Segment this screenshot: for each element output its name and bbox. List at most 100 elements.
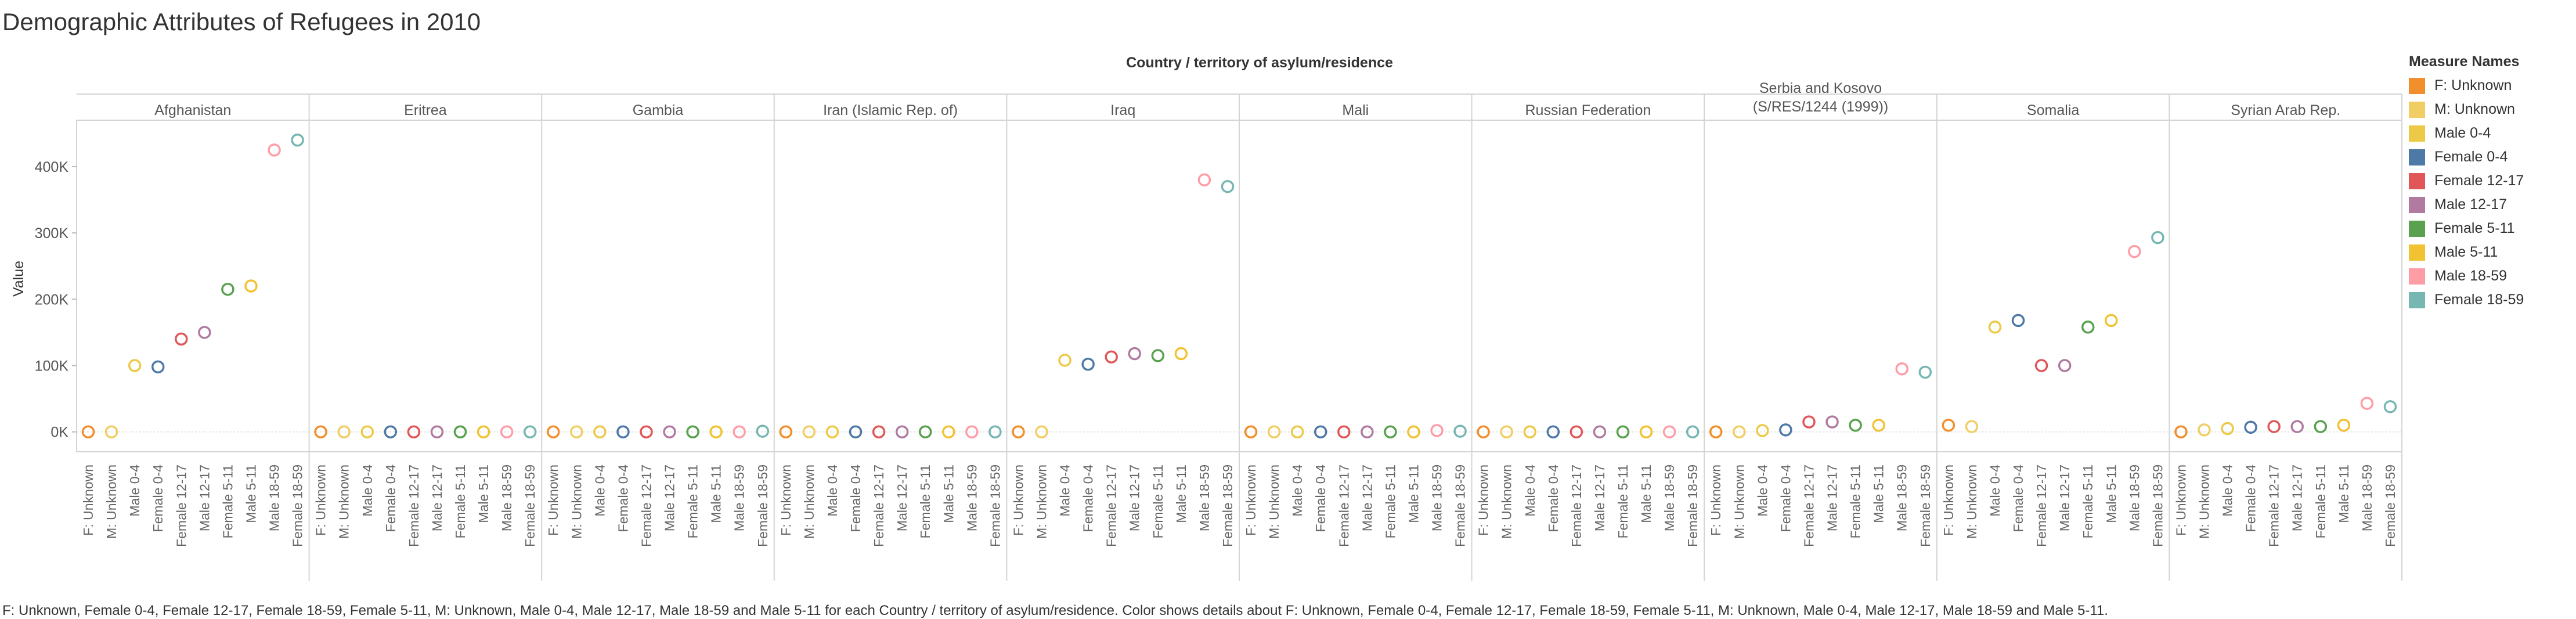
data-point[interactable] — [1662, 425, 1676, 438]
data-point[interactable] — [2314, 420, 2328, 433]
data-point[interactable] — [1616, 425, 1630, 438]
data-point[interactable] — [1012, 425, 1025, 438]
data-point[interactable] — [2151, 231, 2164, 244]
data-point[interactable] — [104, 425, 118, 438]
data-point[interactable] — [1314, 425, 1327, 438]
data-point[interactable] — [2244, 420, 2257, 434]
data-point[interactable] — [2337, 419, 2351, 432]
data-point[interactable] — [2174, 425, 2188, 438]
data-point[interactable] — [337, 425, 351, 438]
data-point[interactable] — [1290, 425, 1304, 438]
data-point[interactable] — [198, 326, 211, 339]
data-point[interactable] — [1081, 358, 1095, 371]
data-point[interactable] — [1035, 425, 1048, 438]
data-point[interactable] — [1523, 425, 1536, 438]
data-point[interactable] — [2267, 420, 2281, 433]
data-point[interactable] — [2081, 321, 2095, 334]
legend-item[interactable]: Female 5-11 — [2409, 217, 2571, 240]
data-point[interactable] — [2383, 400, 2397, 413]
data-point[interactable] — [1174, 347, 1188, 361]
data-point[interactable] — [1500, 425, 1513, 438]
legend-item[interactable]: Female 0-4 — [2409, 145, 2571, 169]
data-point[interactable] — [733, 425, 746, 438]
data-point[interactable] — [1733, 425, 1746, 438]
data-point[interactable] — [918, 425, 932, 438]
data-point[interactable] — [2198, 423, 2211, 437]
legend-item[interactable]: Male 12-17 — [2409, 193, 2571, 217]
data-point[interactable] — [1802, 415, 1816, 429]
data-point[interactable] — [1105, 350, 1118, 364]
data-point[interactable] — [407, 425, 421, 438]
data-point[interactable] — [1430, 424, 1444, 437]
data-point[interactable] — [2221, 422, 2234, 436]
data-point[interactable] — [1058, 354, 1071, 367]
data-point[interactable] — [686, 425, 699, 438]
data-point[interactable] — [593, 425, 607, 438]
data-point[interactable] — [1779, 423, 1792, 437]
data-point[interactable] — [2360, 397, 2374, 410]
legend-item[interactable]: Male 5-11 — [2409, 240, 2571, 264]
data-point[interactable] — [453, 425, 467, 438]
data-point[interactable] — [1686, 425, 1700, 438]
legend-item[interactable]: F: Unknown — [2409, 74, 2571, 98]
data-point[interactable] — [1384, 425, 1397, 438]
data-point[interactable] — [2105, 314, 2118, 328]
data-point[interactable] — [384, 425, 398, 438]
data-point[interactable] — [825, 425, 839, 438]
data-point[interactable] — [779, 425, 793, 438]
data-point[interactable] — [1221, 179, 1235, 193]
data-point[interactable] — [175, 332, 188, 346]
data-point[interactable] — [221, 282, 234, 296]
legend-item[interactable]: M: Unknown — [2409, 98, 2571, 121]
data-point[interactable] — [1570, 425, 1583, 438]
data-point[interactable] — [1546, 425, 1560, 438]
data-point[interactable] — [1267, 425, 1281, 438]
data-point[interactable] — [965, 425, 979, 438]
data-point[interactable] — [244, 279, 258, 293]
data-point[interactable] — [1361, 425, 1374, 438]
data-point[interactable] — [1151, 349, 1165, 362]
data-point[interactable] — [1337, 425, 1351, 438]
data-point[interactable] — [895, 425, 909, 438]
data-point[interactable] — [570, 425, 583, 438]
legend-item[interactable]: Female 12-17 — [2409, 169, 2571, 193]
data-point[interactable] — [523, 425, 537, 438]
legend-item[interactable]: Male 18-59 — [2409, 264, 2571, 288]
data-point[interactable] — [1197, 173, 1211, 187]
data-point[interactable] — [291, 134, 304, 147]
data-point[interactable] — [2128, 244, 2141, 258]
data-point[interactable] — [1756, 424, 1769, 437]
data-point[interactable] — [1988, 321, 2002, 334]
data-point[interactable] — [1407, 425, 1420, 438]
data-point[interactable] — [1453, 424, 1467, 438]
data-point[interactable] — [872, 425, 886, 438]
data-point[interactable] — [1477, 425, 1490, 438]
data-point[interactable] — [1593, 425, 1607, 438]
data-point[interactable] — [756, 424, 770, 438]
data-point[interactable] — [1825, 415, 1839, 429]
data-point[interactable] — [640, 425, 653, 438]
data-point[interactable] — [128, 359, 142, 372]
data-point[interactable] — [477, 425, 490, 438]
data-point[interactable] — [81, 425, 95, 438]
data-point[interactable] — [151, 360, 165, 374]
data-point[interactable] — [1942, 419, 1956, 432]
data-point[interactable] — [1709, 425, 1723, 438]
data-point[interactable] — [802, 425, 816, 438]
data-point[interactable] — [2290, 420, 2304, 433]
data-point[interactable] — [2011, 314, 2025, 328]
data-point[interactable] — [1639, 425, 1653, 438]
data-point[interactable] — [430, 425, 444, 438]
data-point[interactable] — [360, 425, 374, 438]
data-point[interactable] — [314, 425, 327, 438]
data-point[interactable] — [616, 425, 630, 438]
data-point[interactable] — [1849, 419, 1862, 432]
data-point[interactable] — [2034, 359, 2048, 372]
data-point[interactable] — [1918, 365, 1932, 379]
data-point[interactable] — [546, 425, 560, 438]
data-point[interactable] — [663, 425, 676, 438]
data-point[interactable] — [988, 425, 1002, 438]
data-point[interactable] — [709, 425, 723, 438]
data-point[interactable] — [2058, 359, 2072, 372]
data-point[interactable] — [1128, 347, 1141, 361]
